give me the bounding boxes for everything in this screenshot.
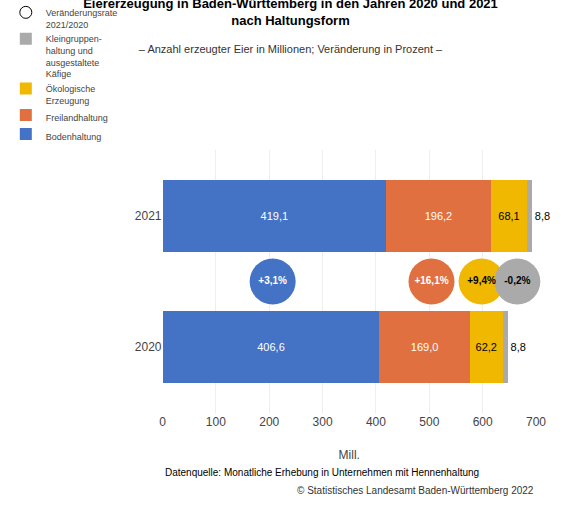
svg-text:400: 400 bbox=[366, 415, 386, 429]
svg-text:68,1: 68,1 bbox=[498, 210, 519, 222]
svg-text:500: 500 bbox=[419, 415, 439, 429]
svg-text:+9,4%: +9,4% bbox=[467, 275, 496, 286]
svg-text:200: 200 bbox=[259, 415, 279, 429]
svg-text:– Anzahl erzeugter Eier in Mil: – Anzahl erzeugter Eier in Millionen; Ve… bbox=[139, 43, 443, 55]
svg-text:196,2: 196,2 bbox=[425, 210, 453, 222]
svg-text:300: 300 bbox=[313, 415, 333, 429]
svg-text:2020: 2020 bbox=[135, 340, 162, 354]
svg-text:ÖkologischeErzeugung: ÖkologischeErzeugung bbox=[46, 84, 96, 106]
svg-text:-0,2%: -0,2% bbox=[504, 275, 530, 286]
svg-text:Kleingruppen-haltung undausges: Kleingruppen-haltung undausgestalteteKäf… bbox=[46, 34, 102, 79]
svg-text:© Statistisches Landesamt Bade: © Statistisches Landesamt Baden-Württemb… bbox=[297, 485, 534, 496]
svg-text:700: 700 bbox=[526, 415, 546, 429]
svg-text:8,8: 8,8 bbox=[511, 341, 526, 353]
svg-text:+3,1%: +3,1% bbox=[258, 275, 287, 286]
svg-text:Veränderungsrate2021/2020: Veränderungsrate2021/2020 bbox=[46, 8, 118, 30]
svg-text:Bodenhaltung: Bodenhaltung bbox=[46, 132, 102, 142]
svg-text:+16,1%: +16,1% bbox=[414, 275, 448, 286]
svg-text:169,0: 169,0 bbox=[411, 341, 439, 353]
svg-text:Freilandhaltung: Freilandhaltung bbox=[46, 113, 108, 123]
svg-text:62,2: 62,2 bbox=[476, 341, 497, 353]
svg-text:419,1: 419,1 bbox=[261, 210, 289, 222]
svg-text:100: 100 bbox=[206, 415, 226, 429]
svg-text:Mill.: Mill. bbox=[339, 448, 360, 462]
svg-text:Datenquelle: Monatliche Erhebu: Datenquelle: Monatliche Erhebung in Unte… bbox=[165, 467, 479, 478]
svg-text:Eiererzeugung in Baden-Württem: Eiererzeugung in Baden-Württemberg in de… bbox=[83, 0, 498, 28]
svg-text:600: 600 bbox=[473, 415, 493, 429]
svg-text:406,6: 406,6 bbox=[257, 341, 285, 353]
svg-text:2021: 2021 bbox=[135, 209, 162, 223]
svg-text:0: 0 bbox=[159, 415, 166, 429]
svg-text:8,8: 8,8 bbox=[535, 210, 550, 222]
